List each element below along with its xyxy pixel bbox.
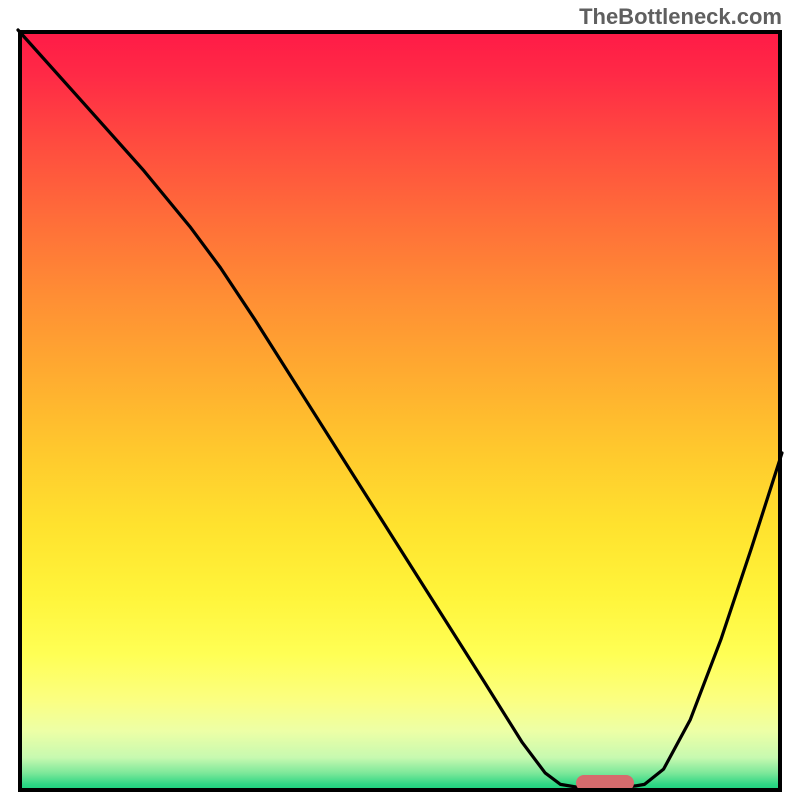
- bottleneck-curve: [18, 30, 782, 788]
- optimal-point-marker: [576, 775, 634, 791]
- watermark-text: TheBottleneck.com: [579, 4, 782, 30]
- plot-area: [18, 30, 782, 792]
- bottleneck-curve-svg: [18, 30, 782, 792]
